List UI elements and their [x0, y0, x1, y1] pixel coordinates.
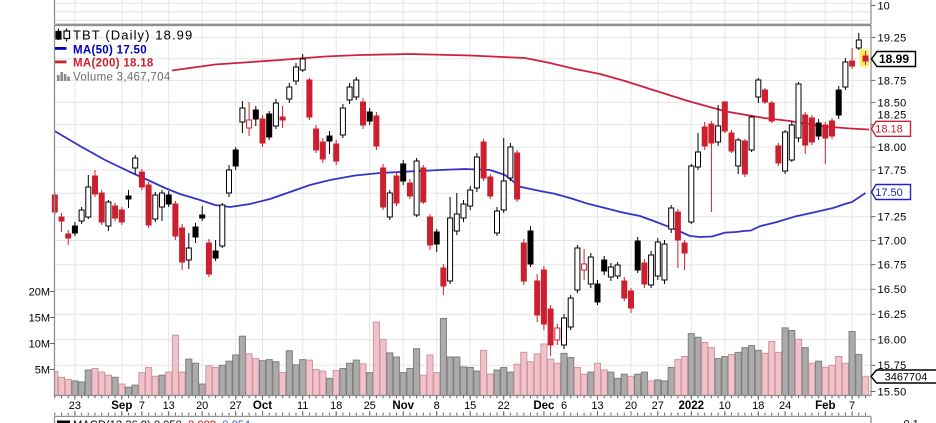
svg-text:18.18: 18.18 — [875, 124, 903, 136]
svg-text:24: 24 — [779, 400, 791, 412]
svg-text:MACD(12,26,9) 0.050, 0.009, 0.: MACD(12,26,9) 0.050, 0.009, 0.054 — [73, 419, 250, 423]
svg-text:16.00: 16.00 — [878, 335, 907, 347]
svg-text:27: 27 — [230, 400, 242, 412]
svg-text:16.50: 16.50 — [878, 284, 907, 296]
svg-text:15.75: 15.75 — [878, 360, 907, 372]
svg-text:7: 7 — [139, 400, 145, 412]
svg-text:20: 20 — [625, 400, 637, 412]
svg-text:5M: 5M — [35, 364, 50, 376]
svg-text:TBT (Daily) 18.99: TBT (Daily) 18.99 — [73, 28, 193, 43]
svg-text:10M: 10M — [29, 338, 50, 350]
svg-text:23: 23 — [69, 400, 81, 412]
svg-text:Sep: Sep — [111, 400, 132, 412]
svg-text:18: 18 — [330, 400, 342, 412]
svg-text:18.75: 18.75 — [878, 75, 907, 87]
svg-text:18: 18 — [752, 400, 764, 412]
svg-text:2022: 2022 — [679, 400, 705, 412]
svg-text:15M: 15M — [29, 312, 50, 324]
svg-text:MA(50) 17.50: MA(50) 17.50 — [73, 45, 147, 57]
svg-text:17.25: 17.25 — [878, 212, 907, 224]
svg-text:19.25: 19.25 — [878, 32, 907, 44]
svg-text:Nov: Nov — [392, 400, 414, 412]
svg-text:20: 20 — [196, 400, 208, 412]
svg-text:7: 7 — [849, 400, 855, 412]
svg-text:10: 10 — [878, 1, 890, 13]
svg-text:6: 6 — [561, 400, 567, 412]
svg-text:Dec: Dec — [533, 400, 555, 412]
svg-text:27: 27 — [652, 400, 664, 412]
svg-text:11: 11 — [297, 400, 308, 412]
svg-text:17.00: 17.00 — [878, 235, 907, 247]
svg-text:Volume 3,467,704: Volume 3,467,704 — [73, 72, 171, 84]
svg-text:15.50: 15.50 — [878, 386, 907, 398]
svg-text:MA(200) 18.18: MA(200) 18.18 — [73, 58, 154, 70]
svg-text:10: 10 — [719, 400, 731, 412]
svg-text:8: 8 — [434, 400, 440, 412]
svg-text:18.50: 18.50 — [878, 97, 907, 109]
svg-text:Feb: Feb — [815, 400, 835, 412]
svg-text:0.1: 0.1 — [904, 419, 919, 423]
svg-text:22: 22 — [498, 400, 510, 412]
svg-text:16.75: 16.75 — [878, 260, 907, 272]
svg-text:3467704: 3467704 — [885, 371, 928, 383]
svg-text:13: 13 — [163, 400, 175, 412]
svg-text:17.75: 17.75 — [878, 165, 907, 177]
svg-text:15: 15 — [464, 400, 476, 412]
svg-text:13: 13 — [591, 400, 603, 412]
svg-text:17.50: 17.50 — [875, 187, 903, 199]
svg-text:18.25: 18.25 — [878, 110, 907, 122]
svg-text:16.25: 16.25 — [878, 309, 907, 321]
svg-text:18.99: 18.99 — [879, 52, 909, 66]
svg-text:25: 25 — [364, 400, 376, 412]
svg-text:Oct: Oct — [253, 400, 272, 412]
svg-text:20M: 20M — [29, 286, 50, 298]
svg-text:18.00: 18.00 — [878, 142, 907, 154]
